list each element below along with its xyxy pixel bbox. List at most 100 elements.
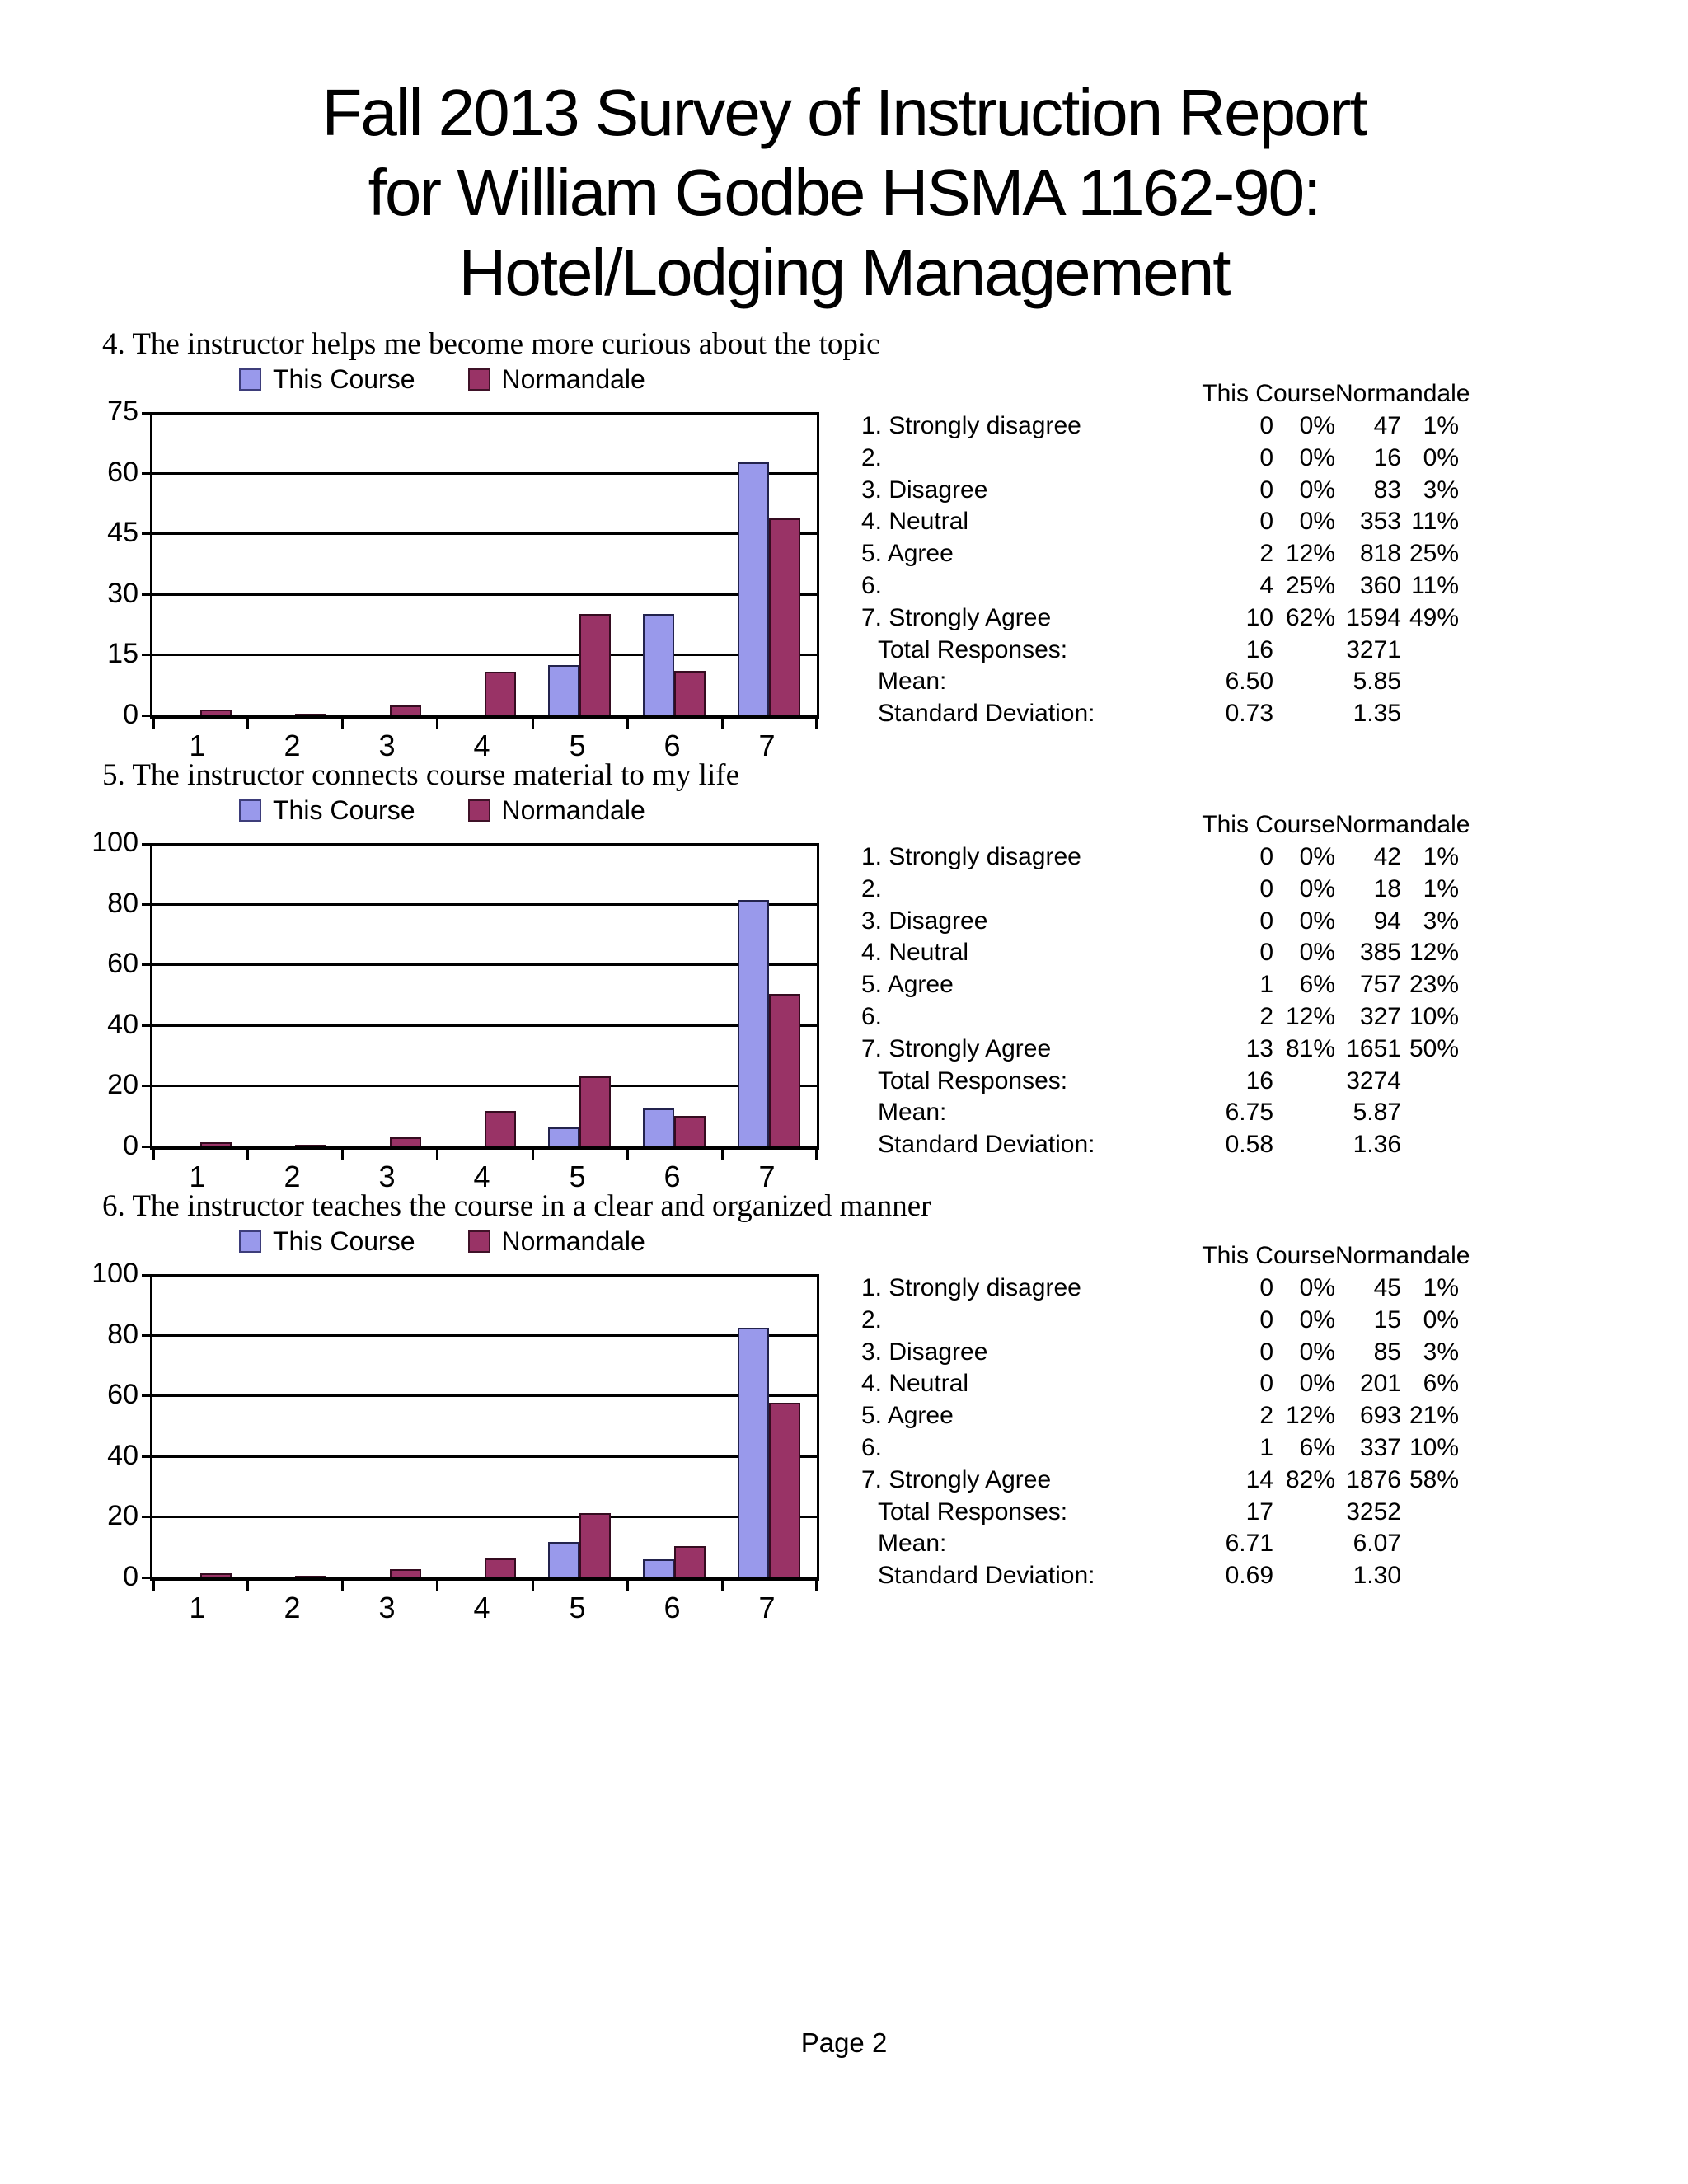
bar-normandale-cat2 xyxy=(295,714,326,715)
bar-this-course-cat5 xyxy=(548,665,579,715)
y-axis-tick-label: 60 xyxy=(107,1379,138,1410)
chart-legend: This Course Normandale xyxy=(239,364,645,394)
legend-item: This Course xyxy=(239,364,415,395)
cell-this-course-count: 0 xyxy=(1259,939,1273,967)
cell-normandale-pct: 1% xyxy=(1423,1274,1459,1301)
legend-label: This Course xyxy=(273,1226,415,1256)
cell-this-course-pct: 12% xyxy=(1285,1002,1335,1030)
cell-this-course-count: 14 xyxy=(1245,1465,1273,1493)
cell-this-course-count: 2 xyxy=(1259,1002,1273,1030)
cell-this-course-pct: 0% xyxy=(1299,874,1335,902)
y-axis-tick-label: 80 xyxy=(107,1319,138,1350)
y-axis-labels: 100 80 60 40 20 0 xyxy=(16,827,138,1161)
legend-label: Normandale xyxy=(501,1226,645,1256)
table-row: 2. 0 0% 15 0% xyxy=(861,1305,1459,1337)
page-title-line: Fall 2013 Survey of Instruction Report xyxy=(321,76,1368,149)
y-axis-tick xyxy=(142,715,150,717)
table-row: 6. 1 6% 337 10% xyxy=(861,1432,1459,1465)
cell-this-course-count: 0 xyxy=(1259,843,1273,870)
cell-normandale-count: 18 xyxy=(1373,874,1401,902)
cell-this-course-count: 0 xyxy=(1259,443,1273,471)
cell-this-course-pct: 0% xyxy=(1299,1274,1335,1301)
bar-this-course-cat6 xyxy=(643,614,674,715)
bar-normandale-cat7 xyxy=(769,994,800,1146)
legend-label: This Course xyxy=(273,363,415,394)
table-row: 1. Strongly disagree 0 0% 45 1% xyxy=(861,1272,1459,1305)
cell-normandale-standard-deviation: 1.36 xyxy=(1353,1131,1401,1159)
cell-this-course-pct: 0% xyxy=(1299,443,1335,471)
bar-this-course-cat7 xyxy=(738,900,769,1146)
cell-this-course-count: 0 xyxy=(1259,1370,1273,1398)
x-axis-tick-label: 2 xyxy=(284,729,301,762)
table-row: 6. 4 25% 360 11% xyxy=(861,570,1459,602)
y-axis-tick xyxy=(142,532,150,535)
cell-this-course-count: 0 xyxy=(1259,412,1273,439)
bar-normandale-cat3 xyxy=(390,705,421,715)
gridline xyxy=(152,532,817,535)
cell-spacer xyxy=(1401,698,1459,730)
x-axis-tick xyxy=(246,1577,249,1591)
gridline xyxy=(152,903,817,906)
row-label: 7. Strongly Agree xyxy=(861,1465,1052,1493)
bar-normandale-cat5 xyxy=(579,1513,611,1577)
x-axis-tick-label: 6 xyxy=(663,729,681,762)
bar-this-course-cat5 xyxy=(548,1127,579,1146)
table-row: 3. Disagree 0 0% 94 3% xyxy=(861,906,1459,938)
x-axis-tick-label: 4 xyxy=(473,729,490,762)
cell-spacer xyxy=(1273,635,1335,667)
legend-swatch-this-course xyxy=(239,799,261,822)
x-axis-tick xyxy=(815,1577,818,1591)
bar-normandale-cat3 xyxy=(390,1569,421,1577)
legend-label: Normandale xyxy=(501,363,645,394)
gridline xyxy=(152,1334,817,1337)
gridline xyxy=(152,654,817,656)
table-row: 3. Disagree 0 0% 85 3% xyxy=(861,1337,1459,1369)
legend-label: This Course xyxy=(273,794,415,825)
y-axis-tick-label: 0 xyxy=(123,1561,138,1592)
row-label: 5. Agree xyxy=(861,971,954,999)
y-axis-tick xyxy=(142,1455,150,1458)
bar-normandale-cat5 xyxy=(579,614,611,715)
x-axis-tick-label: 2 xyxy=(284,1591,301,1624)
cell-normandale-count: 15 xyxy=(1373,1305,1401,1333)
y-axis-tick-label: 0 xyxy=(123,1130,138,1161)
question-section-5: 5. The instructor connects course materi… xyxy=(0,758,1688,1195)
y-axis-labels: 75 60 45 30 15 0 xyxy=(16,396,138,730)
cell-normandale-pct: 50% xyxy=(1409,1034,1459,1062)
legend-swatch-normandale xyxy=(467,799,490,822)
legend-item: This Course xyxy=(239,795,415,826)
stats-table: This Course Normandale 1. Strongly disagre… xyxy=(861,1239,1470,1592)
bar-normandale-cat4 xyxy=(485,1558,516,1577)
y-axis-tick xyxy=(142,1024,150,1027)
table-row: 5. Agree 2 12% 693 21% xyxy=(861,1400,1459,1432)
cell-this-course-pct: 12% xyxy=(1285,540,1335,568)
cell-normandale-pct: 3% xyxy=(1423,1338,1459,1366)
cell-normandale-pct: 23% xyxy=(1409,971,1459,999)
gridline xyxy=(152,1516,817,1518)
stats-table: This Course Normandale 1. Strongly disagre… xyxy=(861,377,1470,730)
cell-normandale-pct: 11% xyxy=(1411,571,1459,599)
row-label: Total Responses: xyxy=(878,635,1068,663)
cell-spacer xyxy=(1273,1560,1335,1592)
summary-row-standard-deviation: Standard Deviation: 0.58 1.36 xyxy=(861,1129,1459,1161)
cell-spacer xyxy=(1401,1129,1459,1161)
table-row: 7. Strongly Agree 13 81% 1651 50% xyxy=(861,1033,1459,1066)
bar-normandale-cat4 xyxy=(485,1111,516,1146)
cell-this-course-count: 1 xyxy=(1259,1433,1273,1461)
table-header-spacer xyxy=(861,377,1109,410)
bar-this-course-cat7 xyxy=(738,1328,769,1577)
cell-this-course-pct: 82% xyxy=(1285,1465,1335,1493)
x-axis-tick xyxy=(436,1146,438,1160)
row-label: 4. Neutral xyxy=(861,508,969,536)
x-axis-tick-label: 5 xyxy=(569,1591,586,1624)
bar-normandale-cat6 xyxy=(674,671,706,715)
cell-normandale-total-responses: 3274 xyxy=(1346,1066,1401,1094)
x-axis-tick xyxy=(626,715,629,729)
x-axis-tick xyxy=(721,1577,724,1591)
x-axis-tick xyxy=(341,715,344,729)
question-title: 5. The instructor connects course materi… xyxy=(102,758,739,792)
cell-spacer xyxy=(1273,1129,1335,1161)
legend-swatch-this-course xyxy=(239,1230,261,1253)
cell-this-course-count: 4 xyxy=(1259,571,1273,599)
y-axis-tick-label: 60 xyxy=(107,457,138,488)
